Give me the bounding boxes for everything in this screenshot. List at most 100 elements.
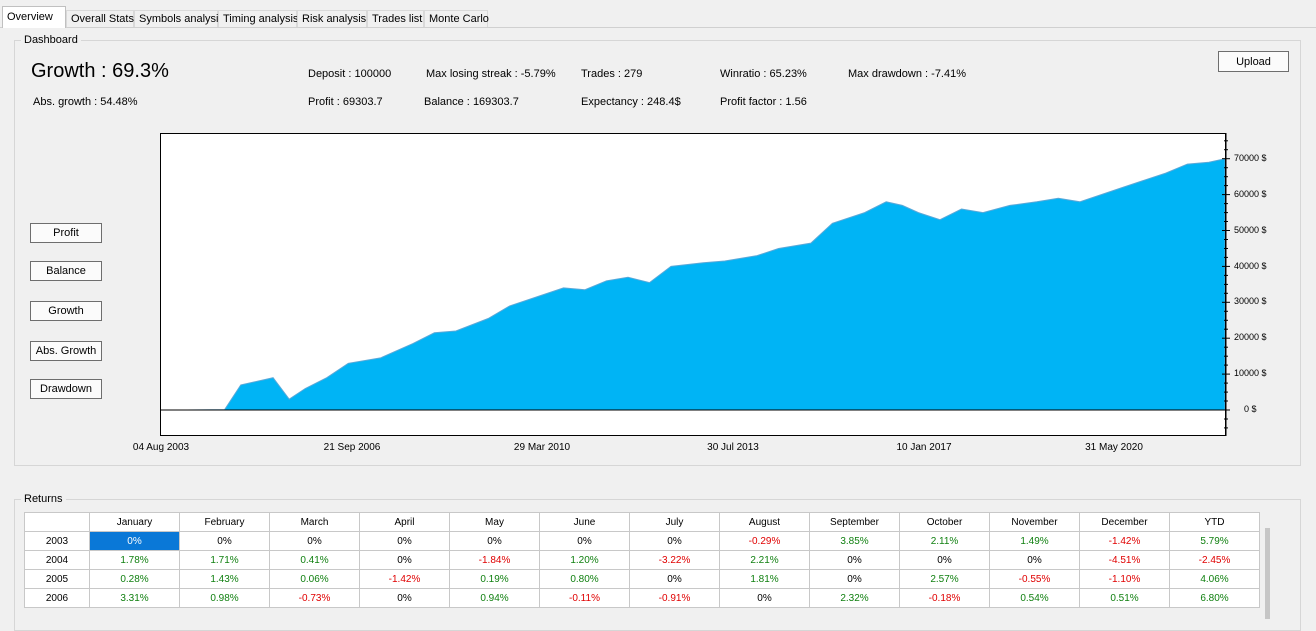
table-row[interactable]: 2003 0% 0% 0% 0% 0% 0% 0% -0.29% 3.85% 2.11% 1.49% -… <box>24 531 1260 551</box>
upload-button[interactable]: Upload <box>1218 51 1289 72</box>
return-cell[interactable]: 0% <box>899 550 990 570</box>
tab-symbols-analysis[interactable]: Symbols analysis <box>134 10 224 27</box>
winratio-stat: Winratio : 65.23% <box>720 68 807 80</box>
x-tick-label: 30 Jul 2013 <box>707 442 759 453</box>
deposit-stat: Deposit : 100000 <box>308 68 391 80</box>
return-cell[interactable]: 0.28% <box>89 569 180 589</box>
return-cell[interactable]: 0% <box>539 531 630 551</box>
return-cell[interactable]: 0% <box>719 588 810 608</box>
tab-monte-carlo[interactable]: Monte Carlo <box>424 10 489 27</box>
tab-risk-analysis[interactable]: Risk analysis <box>297 10 367 27</box>
table-row[interactable]: 2006 3.31% 0.98% -0.73% 0% 0.94% -0.11% -0.91% 0… <box>24 588 1260 608</box>
return-cell[interactable]: -3.22% <box>629 550 720 570</box>
tab-overview[interactable]: Overview <box>2 6 66 28</box>
profit-chart-button[interactable]: Profit <box>30 223 102 243</box>
return-cell[interactable]: 2.32% <box>809 588 900 608</box>
return-cell[interactable]: 4.06% <box>1169 569 1260 589</box>
return-cell[interactable]: 0.19% <box>449 569 540 589</box>
returns-scrollbar[interactable] <box>1265 528 1270 619</box>
returns-header-row: January February March April May June Ju… <box>24 512 1260 532</box>
growth-chart-button[interactable]: Growth <box>30 301 102 321</box>
return-cell[interactable]: 0.94% <box>449 588 540 608</box>
growth-value: 69.3% <box>112 60 169 82</box>
return-cell[interactable]: -0.18% <box>899 588 990 608</box>
return-cell[interactable]: -0.55% <box>989 569 1080 589</box>
return-cell[interactable]: 0% <box>359 550 450 570</box>
return-cell[interactable]: 1.81% <box>719 569 810 589</box>
column-header: September <box>809 512 900 532</box>
return-cell[interactable]: 0.98% <box>179 588 270 608</box>
year-cell[interactable]: 2005 <box>24 569 90 589</box>
y-tick-label: 40000 $ <box>1234 261 1267 271</box>
return-cell[interactable]: 0.80% <box>539 569 630 589</box>
max-drawdown-value: -7.41% <box>931 68 967 80</box>
return-cell[interactable]: 0.06% <box>269 569 360 589</box>
abs-growth-chart-button[interactable]: Abs. Growth <box>30 341 102 361</box>
return-cell[interactable]: -1.10% <box>1079 569 1170 589</box>
tab-bar-divider <box>0 27 1316 28</box>
return-cell[interactable]: 0% <box>629 569 720 589</box>
return-cell[interactable]: -1.42% <box>359 569 450 589</box>
return-cell[interactable]: 1.43% <box>179 569 270 589</box>
return-cell[interactable]: 6.80% <box>1169 588 1260 608</box>
y-tick-label: 10000 $ <box>1234 368 1267 378</box>
return-cell[interactable]: 0% <box>359 588 450 608</box>
returns-table: January February March April May June Ju… <box>24 512 1260 608</box>
tab-bar: Overview Overall Stats Symbols analysis … <box>0 0 1316 28</box>
y-tick-label: 20000 $ <box>1234 332 1267 342</box>
column-header <box>24 512 90 532</box>
return-cell[interactable]: 1.49% <box>989 531 1080 551</box>
return-cell[interactable]: 2.57% <box>899 569 990 589</box>
return-cell[interactable]: 2.21% <box>719 550 810 570</box>
return-cell[interactable]: 0.41% <box>269 550 360 570</box>
tab-timing-analysis[interactable]: Timing analysis <box>218 10 298 27</box>
return-cell[interactable]: 5.79% <box>1169 531 1260 551</box>
return-cell[interactable]: 0% <box>809 550 900 570</box>
year-cell[interactable]: 2003 <box>24 531 90 551</box>
return-cell[interactable]: 0% <box>629 531 720 551</box>
return-cell[interactable]: 0% <box>359 531 450 551</box>
return-cell[interactable]: -0.11% <box>539 588 630 608</box>
return-cell[interactable]: 3.31% <box>89 588 180 608</box>
return-cell[interactable]: 0% <box>449 531 540 551</box>
balance-value: 169303.7 <box>472 96 519 108</box>
return-cell[interactable]: -1.84% <box>449 550 540 570</box>
return-cell[interactable]: 1.71% <box>179 550 270 570</box>
equity-area <box>186 158 1225 411</box>
return-cell[interactable]: 1.78% <box>89 550 180 570</box>
profit-stat: Profit : 69303.7 <box>308 96 383 108</box>
tab-trades-list[interactable]: Trades list <box>367 10 424 27</box>
return-cell[interactable]: -2.45% <box>1169 550 1260 570</box>
return-cell[interactable]: -0.73% <box>269 588 360 608</box>
return-cell[interactable]: 3.85% <box>809 531 900 551</box>
return-cell[interactable]: 0.51% <box>1079 588 1170 608</box>
deposit-value: 100000 <box>354 68 392 80</box>
return-cell[interactable]: 1.20% <box>539 550 630 570</box>
table-row[interactable]: 2004 1.78% 1.71% 0.41% 0% -1.84% 1.20% -3.22% 2.… <box>24 550 1260 570</box>
column-header: April <box>359 512 450 532</box>
drawdown-chart-button[interactable]: Drawdown <box>30 379 102 399</box>
return-cell[interactable]: -1.42% <box>1079 531 1170 551</box>
return-cell[interactable]: -0.29% <box>719 531 810 551</box>
return-cell[interactable]: 0% <box>179 531 270 551</box>
column-header: July <box>629 512 720 532</box>
return-cell[interactable]: 0% <box>809 569 900 589</box>
balance-chart-button[interactable]: Balance <box>30 261 102 281</box>
max-losing-streak-value: -5.79% <box>520 68 556 80</box>
year-cell[interactable]: 2006 <box>24 588 90 608</box>
return-cell[interactable]: 0% <box>269 531 360 551</box>
return-cell[interactable]: 0% <box>989 550 1080 570</box>
return-cell[interactable]: -4.51% <box>1079 550 1170 570</box>
table-row[interactable]: 2005 0.28% 1.43% 0.06% -1.42% 0.19% 0.80% 0% 1.8… <box>24 569 1260 589</box>
equity-chart-svg <box>161 158 1225 411</box>
tab-overall-stats[interactable]: Overall Stats <box>66 10 134 27</box>
column-header: January <box>89 512 180 532</box>
year-cell[interactable]: 2004 <box>24 550 90 570</box>
return-cell[interactable]: 0% <box>89 531 180 551</box>
column-header: October <box>899 512 990 532</box>
return-cell[interactable]: -0.91% <box>629 588 720 608</box>
equity-chart <box>160 133 1226 436</box>
x-tick-label: 29 Mar 2010 <box>513 442 571 453</box>
return-cell[interactable]: 0.54% <box>989 588 1080 608</box>
return-cell[interactable]: 2.11% <box>899 531 990 551</box>
